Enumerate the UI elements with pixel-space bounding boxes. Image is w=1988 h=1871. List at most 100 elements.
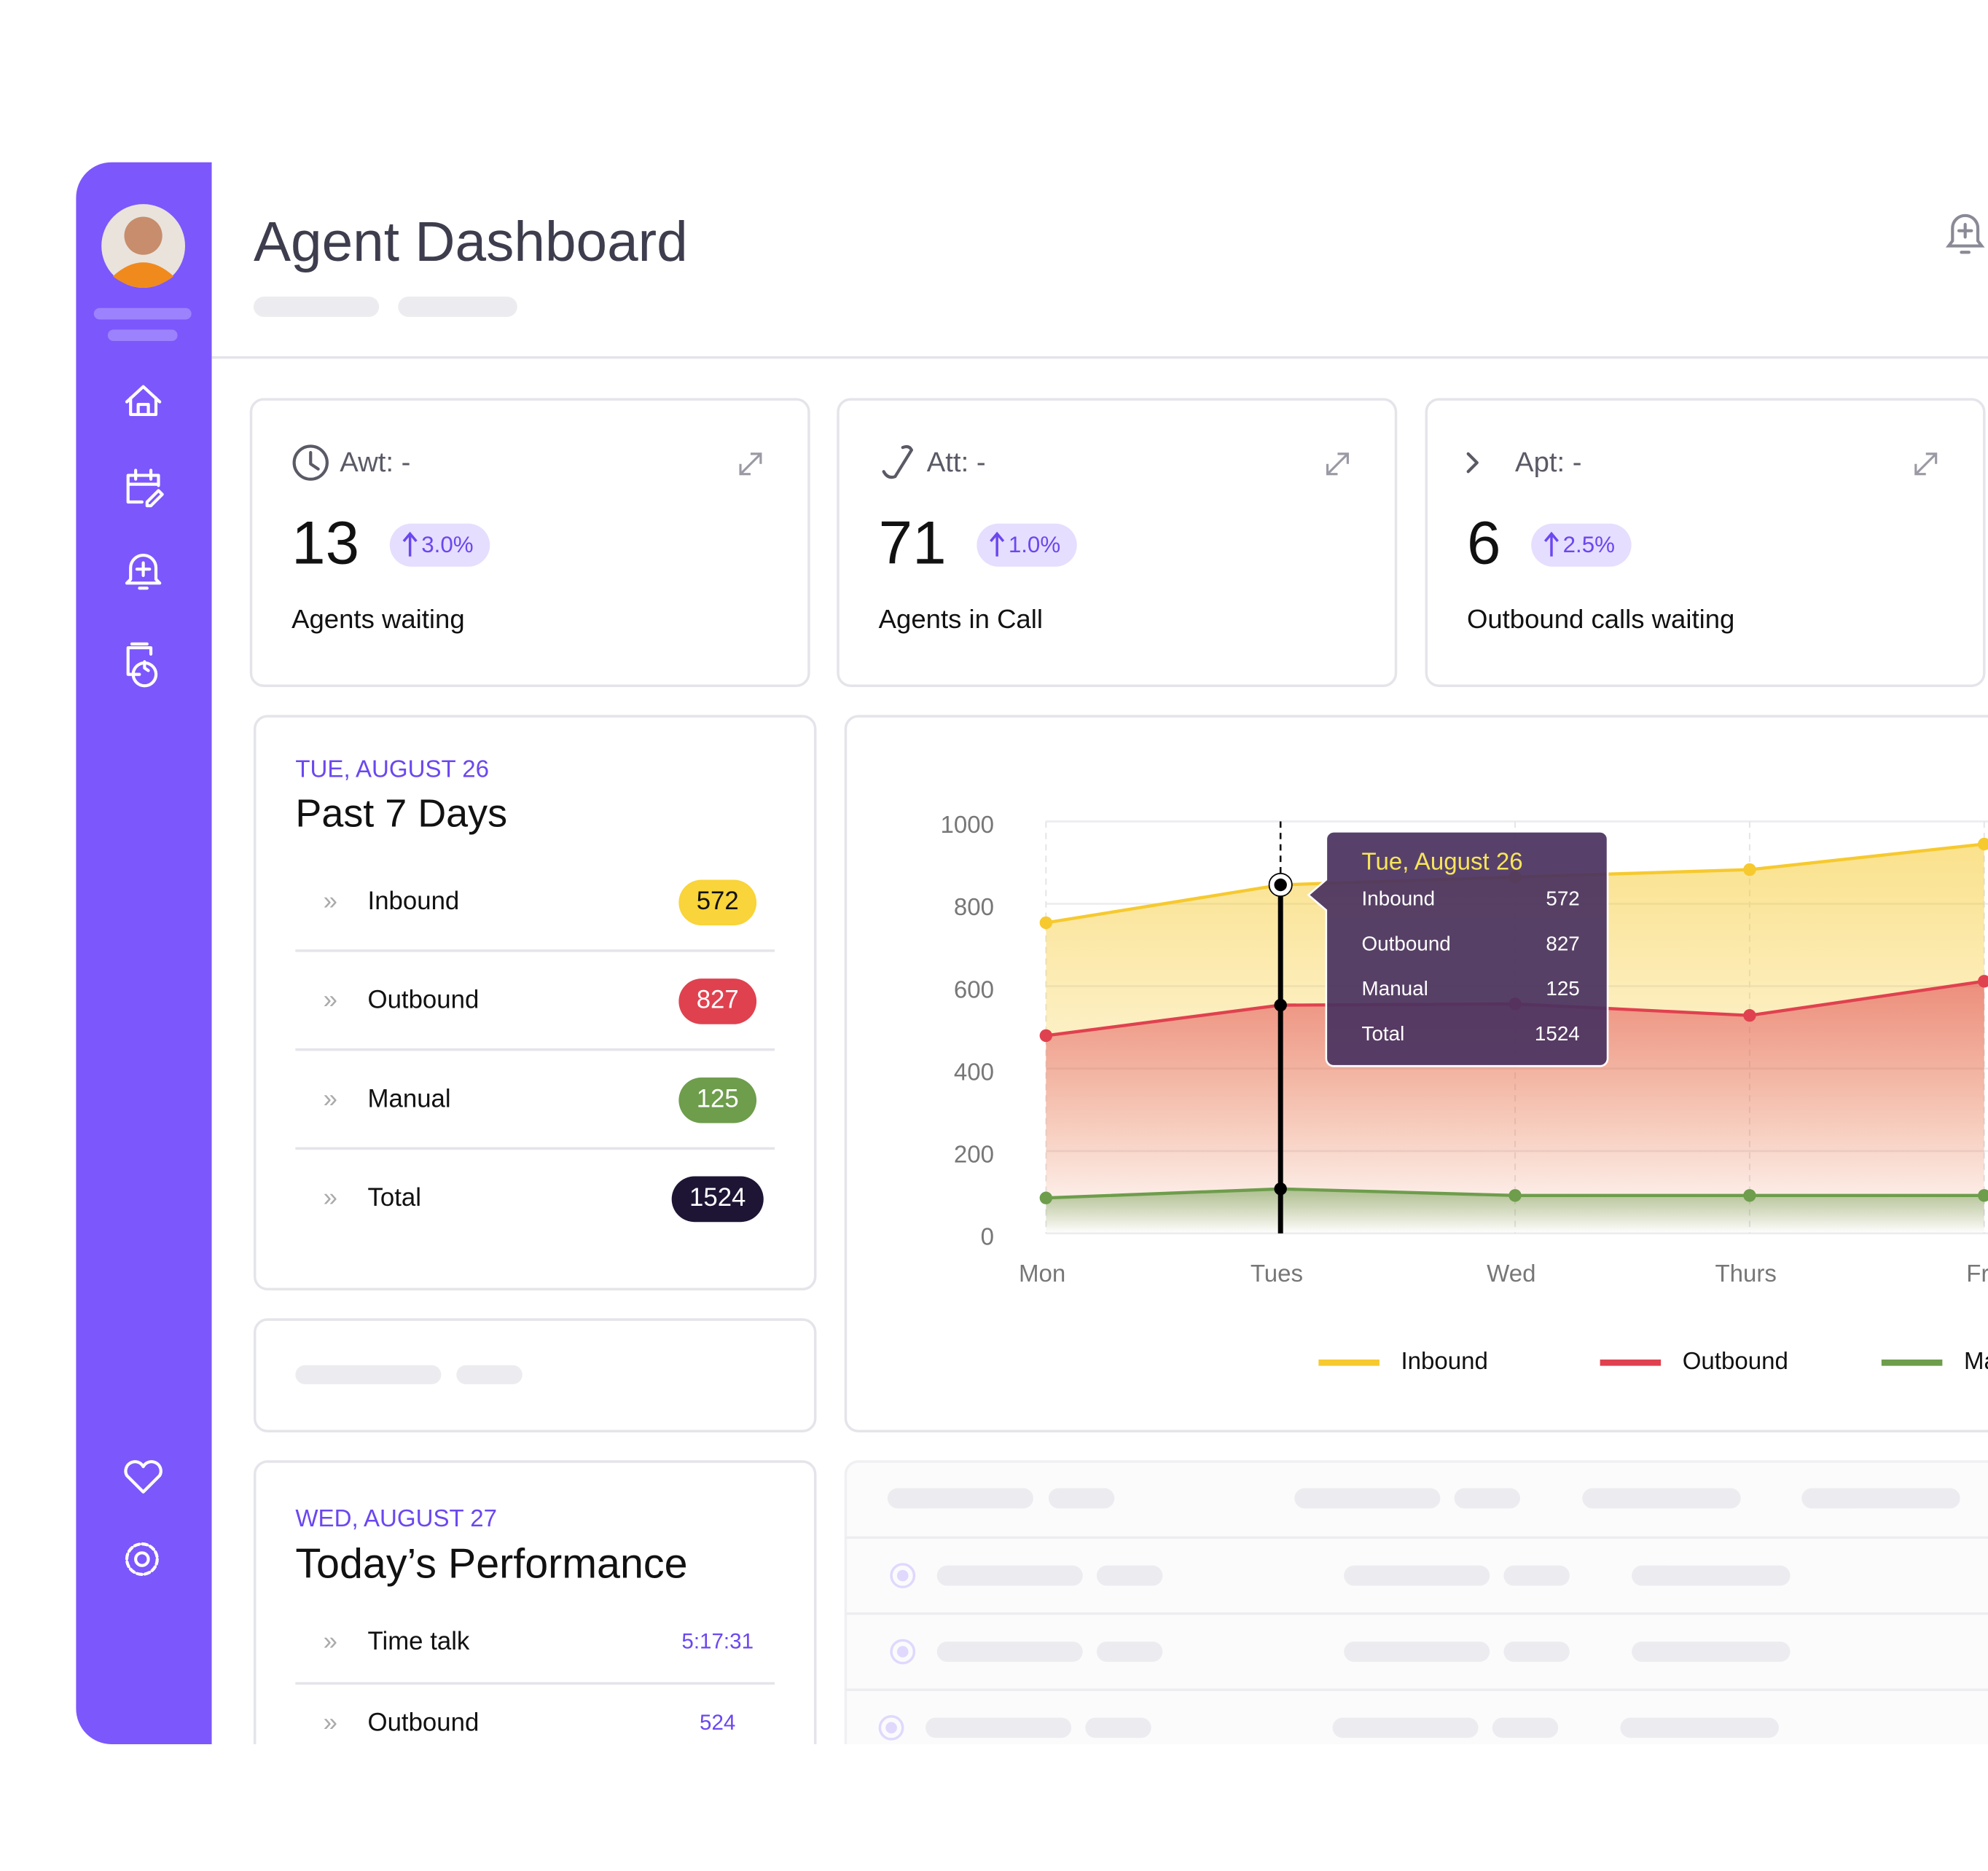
stat-value: 71 xyxy=(879,509,947,577)
expand-button[interactable] xyxy=(1914,452,1938,476)
up-arrow xyxy=(1543,531,1560,557)
stat-caption: Agents in Call xyxy=(879,604,1043,634)
count-badge xyxy=(671,1176,764,1223)
x-tick-label: Thurs xyxy=(1715,1260,1776,1287)
stat-change: 2.5% xyxy=(1563,532,1615,557)
placeholder-card xyxy=(253,1318,817,1432)
y-tick-label: 200 xyxy=(954,1141,994,1168)
hover-point xyxy=(1274,1182,1287,1196)
skeleton xyxy=(887,1488,1033,1509)
skeleton xyxy=(1632,1641,1791,1662)
data-point xyxy=(1978,837,1988,851)
stat-card xyxy=(1425,398,1986,688)
skeleton xyxy=(295,1365,442,1384)
skeleton xyxy=(253,297,380,317)
expand-button[interactable] xyxy=(739,452,762,476)
data-point xyxy=(1039,1029,1053,1043)
hover-handle-dot xyxy=(1274,878,1287,892)
skeleton xyxy=(1096,1641,1163,1662)
tooltip-label: Inbound xyxy=(1362,887,1436,910)
today-list: » Time talk 5:17:31 » Outbound 524 xyxy=(295,1628,775,1736)
skeleton xyxy=(1294,1488,1441,1509)
tooltip-value: 827 xyxy=(1546,932,1579,954)
row-label: Outbound xyxy=(368,1709,480,1736)
avatar-face xyxy=(124,216,163,255)
favorites-icon[interactable] xyxy=(124,1460,163,1494)
stat-change: 3.0% xyxy=(421,532,473,557)
skeleton xyxy=(1344,1641,1490,1662)
skeleton xyxy=(936,1641,1083,1662)
stats-row: Awt: - 13 3.0% Agents waiting Att: - 71 1.0% Ag… xyxy=(249,398,1986,688)
stat-label: Awt: - xyxy=(340,447,410,478)
chevron: » xyxy=(324,987,337,1014)
clock-icon xyxy=(292,444,329,481)
change-badge xyxy=(389,523,490,567)
row-radio-dot xyxy=(896,1569,909,1582)
expand-button[interactable] xyxy=(1326,452,1349,476)
skeleton xyxy=(1801,1488,1960,1509)
past-days-card xyxy=(253,715,817,1291)
data-point xyxy=(1743,1009,1756,1022)
home-icon[interactable] xyxy=(125,385,162,417)
avatar-shirt xyxy=(112,262,174,288)
chevron: » xyxy=(324,1628,337,1655)
stat-value: 6 xyxy=(1467,509,1500,577)
past-days-title: Past 7 Days xyxy=(295,792,507,836)
count-badge xyxy=(678,879,757,926)
tooltip-title: Tue, August 26 xyxy=(1362,849,1523,876)
sidebar-skeleton xyxy=(93,307,192,320)
count-value: 1524 xyxy=(689,1184,746,1212)
skeleton xyxy=(925,1717,1072,1738)
settings-icon-gear xyxy=(125,1542,159,1576)
skeleton xyxy=(1503,1641,1570,1662)
notifications-button[interactable] xyxy=(1945,213,1985,254)
tooltip-value: 572 xyxy=(1546,887,1579,910)
y-tick-label: 400 xyxy=(954,1059,994,1086)
count-value: 572 xyxy=(697,887,739,915)
stat-card xyxy=(249,398,810,688)
y-tick-label: 600 xyxy=(954,976,994,1003)
x-tick-label: Fri xyxy=(1966,1260,1988,1287)
stat-caption: Outbound calls waiting xyxy=(1467,604,1734,634)
change-badge xyxy=(977,523,1077,567)
main-content: Awt: - 13 3.0% Agents waiting Att: - 71 1.0% Ag… xyxy=(249,398,1988,1744)
row-radio[interactable] xyxy=(890,1563,916,1588)
skeleton xyxy=(1085,1717,1151,1738)
up-arrow xyxy=(402,531,418,557)
data-point xyxy=(1508,1189,1522,1202)
count-value: 827 xyxy=(697,987,739,1014)
stat-caption: Agents waiting xyxy=(291,604,464,634)
row-label: Manual xyxy=(368,1085,451,1113)
skeleton xyxy=(456,1365,523,1384)
chevron: » xyxy=(324,1085,337,1113)
stat-value: 13 xyxy=(291,509,359,577)
skeleton xyxy=(1492,1717,1559,1738)
settings-icon[interactable] xyxy=(134,1551,150,1567)
data-point xyxy=(1039,916,1053,930)
tooltip-value: 1524 xyxy=(1535,1022,1580,1045)
y-tick-label: 1000 xyxy=(940,812,994,839)
calendar-icon[interactable] xyxy=(126,468,164,508)
x-tick-label: Tues xyxy=(1251,1260,1303,1287)
alert-icon[interactable] xyxy=(125,553,162,590)
row-radio[interactable] xyxy=(878,1714,904,1741)
legend-label: Inbound xyxy=(1401,1348,1487,1375)
stat-card xyxy=(837,398,1398,688)
y-tick-label: 0 xyxy=(981,1224,994,1251)
skeleton xyxy=(1332,1717,1479,1738)
data-point xyxy=(1039,1191,1053,1204)
phone-icon xyxy=(882,444,914,479)
skeleton xyxy=(1096,1565,1163,1586)
today-card xyxy=(253,1460,817,1744)
today-date: WED, AUGUST 27 xyxy=(295,1505,497,1532)
history-icon[interactable] xyxy=(126,642,158,688)
count-badge xyxy=(678,1077,757,1123)
up-arrow xyxy=(990,531,1005,557)
row-radio[interactable] xyxy=(890,1639,916,1665)
legend-label: Outbound xyxy=(1683,1348,1788,1375)
row-radio-dot xyxy=(896,1646,909,1658)
hover-point xyxy=(1274,998,1287,1012)
chevron-icon xyxy=(1466,452,1479,474)
skeleton xyxy=(398,297,517,317)
row-label: Total xyxy=(368,1184,421,1212)
